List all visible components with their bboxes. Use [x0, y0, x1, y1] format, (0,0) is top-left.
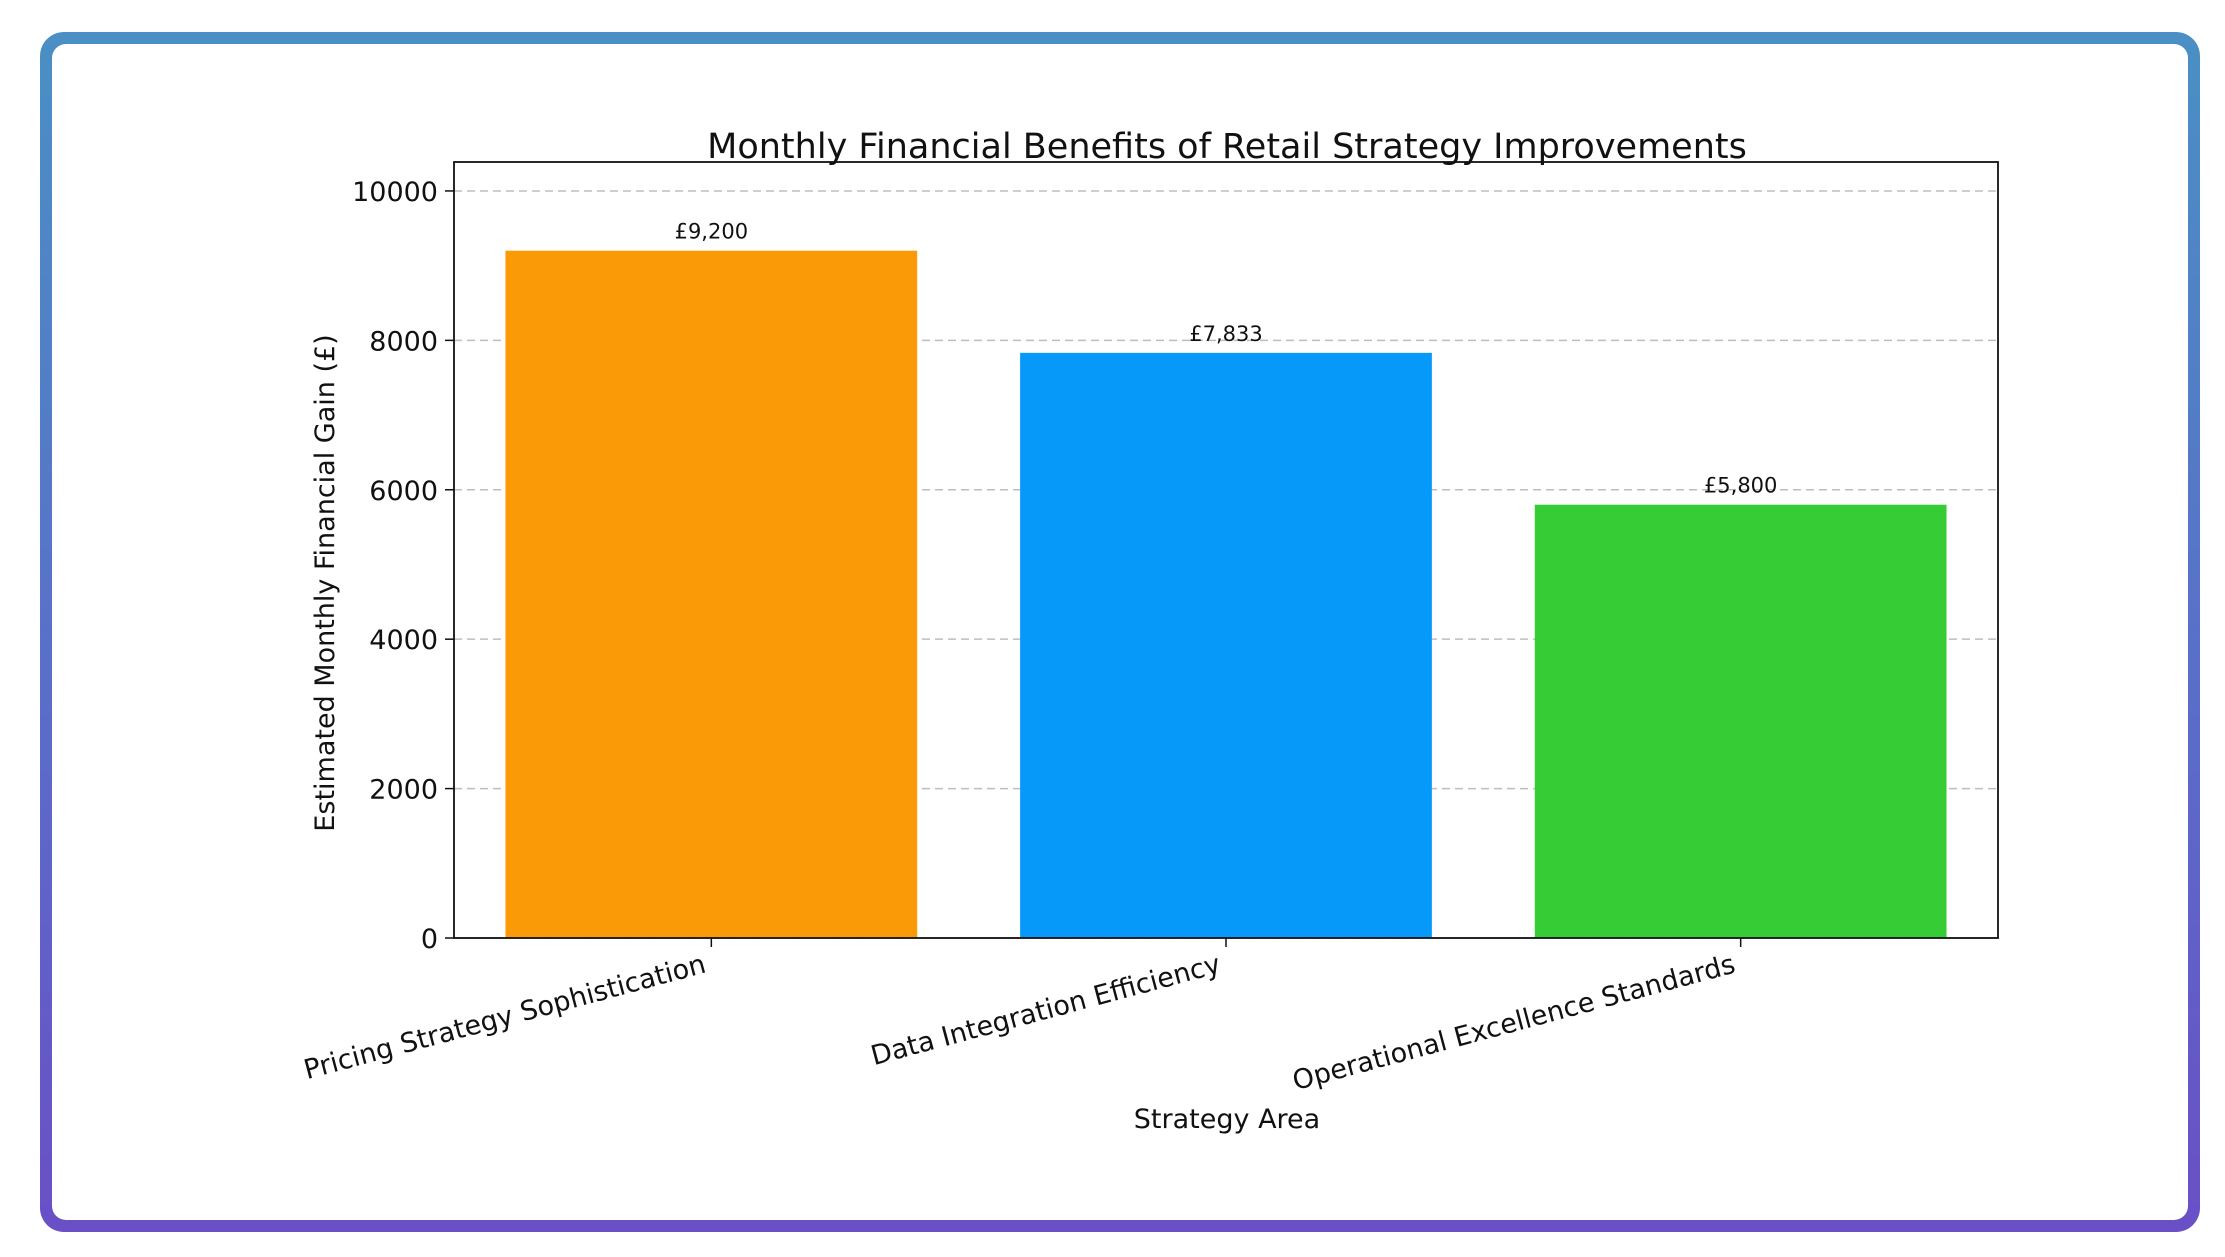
x-tick-label: Data Integration Efficiency — [868, 949, 1224, 1072]
chart-title: Monthly Financial Benefits of Retail Str… — [707, 127, 1747, 167]
bar-value-label: £9,200 — [675, 220, 748, 244]
bar — [1534, 504, 1947, 938]
bar — [1020, 352, 1432, 938]
x-axis-label: Strategy Area — [1134, 1104, 1320, 1135]
bar-value-label: £7,833 — [1189, 322, 1262, 346]
y-tick-label: 10000 — [352, 177, 438, 208]
y-tick-label: 2000 — [369, 775, 438, 806]
y-tick-label: 6000 — [369, 476, 438, 507]
plot-frame — [453, 161, 1999, 939]
x-tick-label: Operational Excellence Standards — [1289, 949, 1738, 1097]
y-axis-label: Estimated Monthly Financial Gain (£) — [310, 334, 341, 831]
bar-value-label: £5,800 — [1704, 474, 1777, 498]
y-tick-label: 0 — [421, 924, 438, 955]
y-tick-label: 4000 — [369, 625, 438, 656]
y-tick-label: 8000 — [369, 326, 438, 357]
x-tick-label: Pricing Strategy Sophistication — [301, 949, 709, 1086]
bar — [505, 250, 918, 939]
